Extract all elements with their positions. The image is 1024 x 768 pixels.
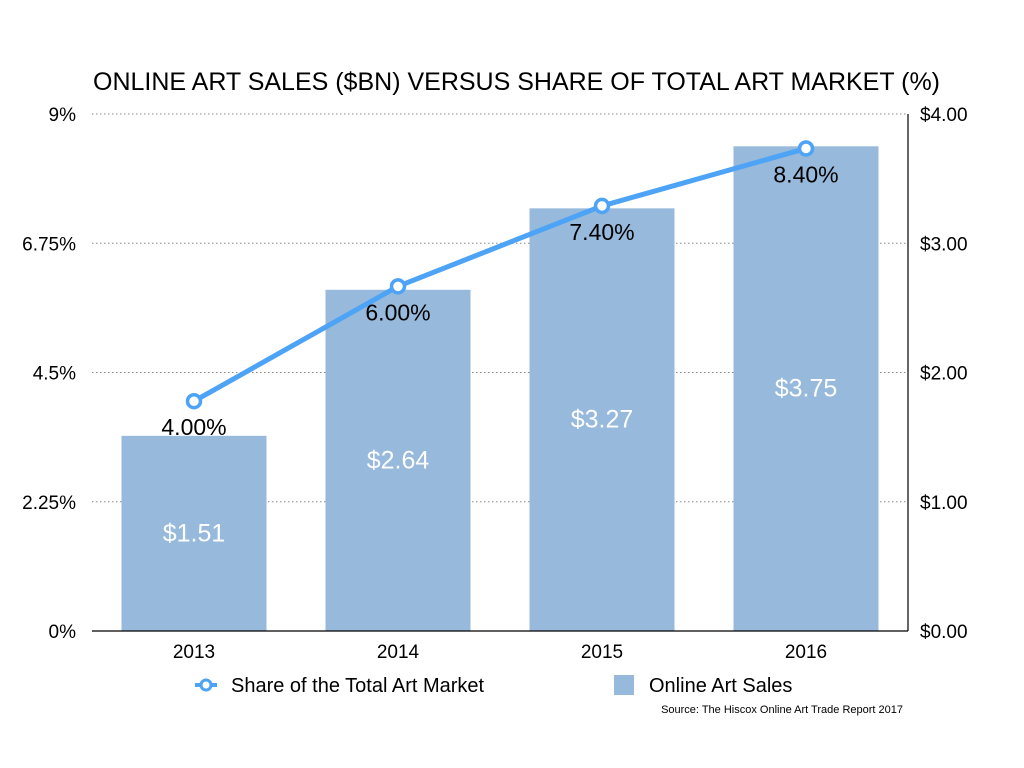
- share-point-label: 8.40%: [773, 161, 838, 187]
- x-tick-label: 2014: [377, 642, 420, 663]
- legend-share-label: Share of the Total Art Market: [231, 675, 485, 697]
- bar-value-label: $3.75: [775, 375, 838, 403]
- share-point-marker: [185, 392, 203, 410]
- right-axis-tick-label: $4.00: [920, 105, 968, 126]
- right-axis-tick-label: $3.00: [920, 234, 968, 255]
- right-axis-tick-label: $2.00: [920, 364, 968, 385]
- bar-value-label: $2.64: [367, 446, 430, 474]
- right-axis-tick-label: $0.00: [920, 622, 968, 643]
- bar-value-label: $1.51: [163, 519, 226, 547]
- share-point-label: 6.00%: [365, 299, 430, 325]
- left-axis-tick-label: 6.75%: [22, 234, 76, 255]
- chart-title: ONLINE ART SALES ($BN) VERSUS SHARE OF T…: [93, 68, 940, 96]
- source-note: Source: The Hiscox Online Art Trade Repo…: [661, 704, 903, 716]
- left-axis-tick-label: 4.5%: [33, 364, 76, 385]
- bar-value-label: $3.27: [571, 406, 634, 434]
- legend-bar-swatch: [614, 675, 634, 695]
- axes: 0% 2.25% 4.5% 6.75% 9% $0.00 $1.00 $2.00 $3.00 $4…: [22, 105, 967, 663]
- x-tick-label: 2015: [581, 642, 623, 663]
- share-point-label: 4.00%: [161, 414, 226, 440]
- bar-online-art-sales: [529, 208, 675, 632]
- legend-line-marker: [199, 678, 213, 692]
- x-tick-label: 2013: [173, 642, 215, 663]
- x-tick-label: 2016: [785, 642, 827, 663]
- bars: [121, 146, 879, 632]
- left-axis-tick-label: 9%: [49, 105, 77, 126]
- share-point-marker: [389, 278, 407, 295]
- share-point-label: 7.40%: [569, 219, 634, 245]
- bar-online-art-sales: [325, 289, 471, 631]
- data-labels: $1.51 $2.64 $3.27 $3.75 4.00% 6.00% 7.40% 8.40%: [161, 161, 838, 547]
- bar-online-art-sales: [733, 146, 879, 631]
- share-line: [185, 140, 815, 410]
- legend: Share of the Total Art Market Online Art …: [195, 675, 792, 697]
- share-point-marker: [593, 197, 611, 215]
- share-point-marker: [797, 140, 815, 157]
- left-axis-tick-label: 2.25%: [22, 493, 76, 514]
- right-axis-tick-label: $1.00: [920, 493, 968, 514]
- left-axis-tick-label: 0%: [49, 622, 77, 643]
- legend-sales-label: Online Art Sales: [649, 675, 792, 697]
- share-series-line: [191, 145, 809, 404]
- bar-online-art-sales: [121, 435, 267, 631]
